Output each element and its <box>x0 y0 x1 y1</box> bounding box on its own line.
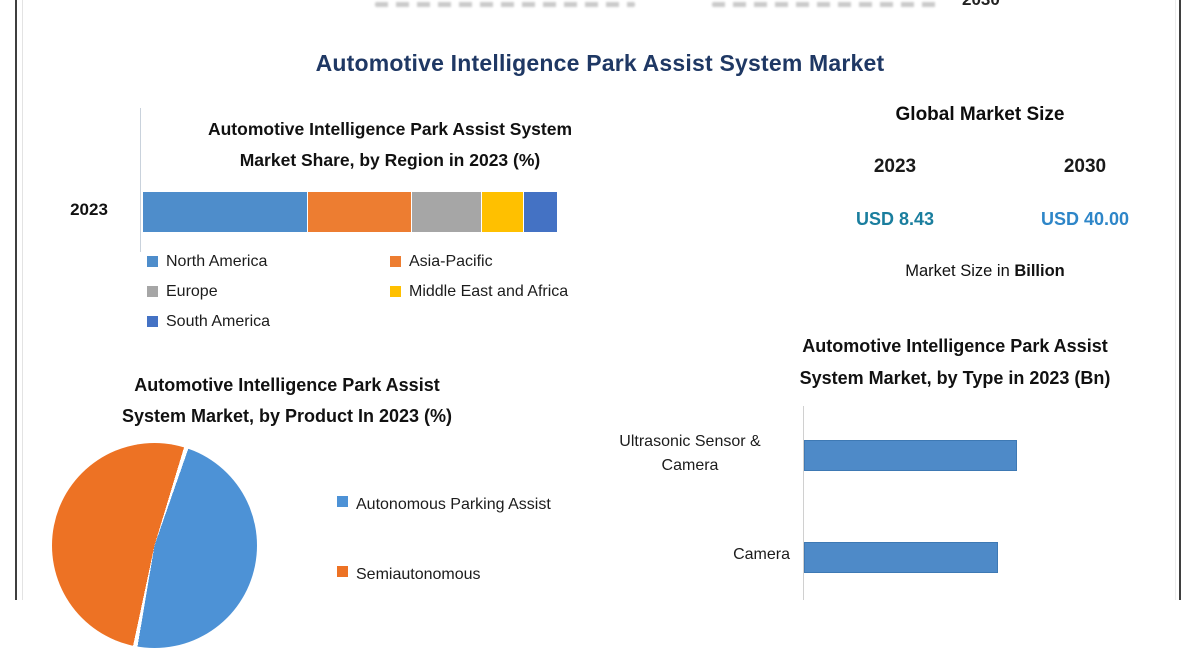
card-border-left <box>15 0 17 600</box>
legend-item: Semiautonomous <box>337 562 567 588</box>
type-chart-axis-line <box>803 406 804 600</box>
legend-item: Asia-Pacific <box>390 252 568 282</box>
legend-item: North America <box>147 252 270 282</box>
product-pie-chart <box>52 443 257 648</box>
region-legend-column-1: North America Europe South America <box>147 252 270 342</box>
stack-segment-south-america <box>523 192 557 232</box>
region-chart-title: Automotive Intelligence Park Assist Syst… <box>207 119 573 170</box>
region-stacked-bar <box>143 192 557 232</box>
stack-segment-middle-east-and-africa <box>481 192 524 232</box>
legend-swatch <box>147 256 158 267</box>
legend-label: South America <box>166 313 271 330</box>
legend-item: South America <box>147 312 270 342</box>
legend-label: North America <box>166 253 268 270</box>
type-bar-label-camera: Camera <box>733 546 790 563</box>
card-border-right-inner <box>1175 0 1176 600</box>
legend-swatch <box>147 286 158 297</box>
market-size-value-2023: USD 8.43 <box>855 209 935 229</box>
stack-segment-europe <box>410 192 482 232</box>
product-pie-legend: Autonomous Parking Assist Semiautonomous <box>337 492 567 632</box>
type-chart-title: Automotive Intelligence Park Assist Syst… <box>799 336 1111 388</box>
legend-label: Autonomous Parking Assist <box>356 496 551 513</box>
cropped-header-text <box>375 2 635 7</box>
legend-swatch <box>337 566 348 577</box>
region-legend-column-2: Asia-Pacific Middle East and Africa <box>390 252 568 312</box>
legend-item: Autonomous Parking Assist <box>337 492 567 518</box>
legend-swatch <box>390 286 401 297</box>
cropped-header-text <box>712 2 937 7</box>
stack-segment-north-america <box>143 192 307 232</box>
market-size-caption: Market Size in Billion <box>905 262 1065 280</box>
legend-swatch <box>147 316 158 327</box>
product-chart-title: Automotive Intelligence Park Assist Syst… <box>121 375 453 426</box>
legend-item: Middle East and Africa <box>390 282 568 312</box>
global-market-size-title: Global Market Size <box>895 104 1065 125</box>
legend-swatch <box>390 256 401 267</box>
card-border-left-inner <box>22 0 23 600</box>
legend-swatch <box>337 496 348 507</box>
type-bar-ultrasonic-sensor-camera <box>804 440 1017 471</box>
region-chart-axis-line <box>140 108 141 252</box>
stack-segment-asia-pacific <box>307 192 411 232</box>
cropped-header-year: 2030 <box>952 0 1027 10</box>
market-size-value-2030: USD 40.00 <box>1040 209 1130 229</box>
legend-item: Europe <box>147 282 270 312</box>
page-title: Automotive Intelligence Park Assist Syst… <box>315 50 885 76</box>
legend-label: Europe <box>166 283 218 300</box>
type-bar-camera <box>804 542 998 573</box>
market-size-year-2030: 2030 <box>1063 156 1107 177</box>
legend-label: Middle East and Africa <box>409 283 569 300</box>
legend-label: Semiautonomous <box>356 566 481 583</box>
type-bar-label-ultrasonic-sensor-camera: Ultrasonic Sensor & Camera <box>619 433 761 474</box>
region-chart-category-label: 2023 <box>70 200 108 219</box>
market-size-year-2023: 2023 <box>873 156 917 177</box>
legend-label: Asia-Pacific <box>409 253 493 270</box>
card-border-right <box>1179 0 1181 600</box>
